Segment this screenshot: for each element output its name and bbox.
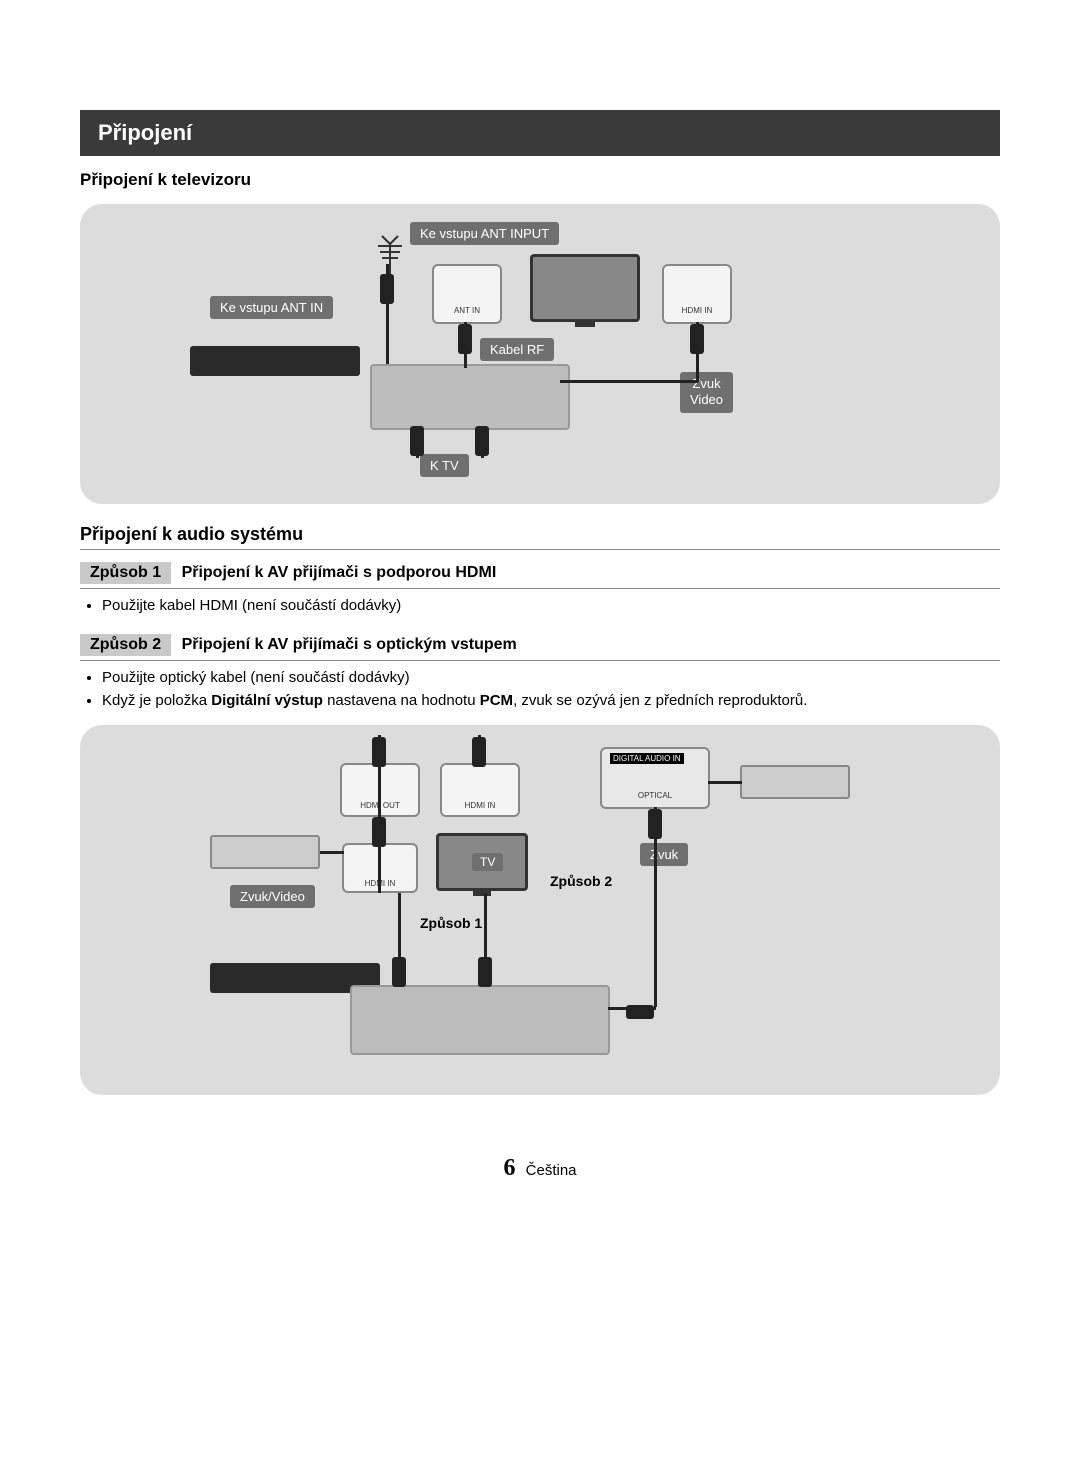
method2-row: Způsob 2 Připojení k AV přijímači s opti… <box>80 628 1000 661</box>
label-zvuk-video: ZvukVideo <box>680 372 733 413</box>
subheading-audio: Připojení k audio systému <box>80 524 1000 550</box>
receiver-right <box>740 765 850 799</box>
page-footer: 6 Čeština <box>80 1155 1000 1182</box>
subheading-tv: Připojení k televizoru <box>80 170 1000 190</box>
port-ant-in: ANT IN <box>432 264 502 324</box>
label-zvuk-video-2: Zvuk/Video <box>230 885 315 908</box>
cable <box>416 428 419 458</box>
tv-device <box>530 254 640 322</box>
connector <box>392 957 406 987</box>
bullet: Použijte kabel HDMI (není součástí dodáv… <box>102 595 1000 616</box>
audio-connection-diagram: HDMI OUT HDMI IN DIGITAL AUDIO IN OPTICA… <box>80 725 1000 1095</box>
method1-bullets: Použijte kabel HDMI (není součástí dodáv… <box>102 595 1000 616</box>
method1-row: Způsob 1 Připojení k AV přijímači s podp… <box>80 556 1000 589</box>
cable <box>696 322 699 382</box>
label-zvuk-2: Zvuk <box>640 843 688 866</box>
tv-connection-diagram: Ke vstupu ANT INPUT Ke vstupu ANT IN Kab… <box>80 204 1000 504</box>
label-method1: Způsob 1 <box>420 915 482 931</box>
cable <box>378 843 381 893</box>
bullet: Použijte optický kabel (není součástí do… <box>102 667 1000 688</box>
cable <box>320 851 344 854</box>
cable <box>398 893 401 959</box>
label-ant-input: Ke vstupu ANT INPUT <box>410 222 559 245</box>
connector <box>478 957 492 987</box>
port-hdmi-in-top: HDMI IN <box>440 763 520 817</box>
label-method2: Způsob 2 <box>550 873 612 889</box>
page-lang: Čeština <box>526 1162 577 1179</box>
player-device <box>190 346 360 376</box>
label-rf-cable: Kabel RF <box>480 338 554 361</box>
player-back-panel <box>370 364 570 430</box>
player-back-panel-2 <box>350 985 610 1055</box>
page-number: 6 <box>503 1155 515 1181</box>
cable <box>478 735 481 765</box>
method1-title: Připojení k AV přijímači s podporou HDMI <box>182 564 497 581</box>
cable <box>708 781 742 784</box>
port-hdmi-in: HDMI IN <box>662 264 732 324</box>
cable <box>560 380 698 383</box>
port-optical: DIGITAL AUDIO IN OPTICAL <box>600 747 710 809</box>
antenna-icon <box>370 234 410 274</box>
method2-chip: Způsob 2 <box>80 634 171 656</box>
label-to-tv: K TV <box>420 454 469 477</box>
cable <box>378 735 381 819</box>
label-ant-in: Ke vstupu ANT IN <box>210 296 333 319</box>
cable <box>464 322 467 368</box>
cable <box>481 428 484 458</box>
section-header: Připojení <box>80 110 1000 156</box>
method2-bullets: Použijte optický kabel (není součástí do… <box>102 667 1000 711</box>
receiver-left <box>210 835 320 869</box>
cable <box>386 264 389 364</box>
cable <box>484 893 487 959</box>
cable <box>654 807 657 1007</box>
cable <box>608 1007 656 1010</box>
bullet: Když je položka Digitální výstup nastave… <box>102 690 1000 711</box>
method1-chip: Způsob 1 <box>80 562 171 584</box>
method2-title: Připojení k AV přijímači s optickým vstu… <box>182 636 517 653</box>
label-tv-2: TV <box>472 853 503 871</box>
